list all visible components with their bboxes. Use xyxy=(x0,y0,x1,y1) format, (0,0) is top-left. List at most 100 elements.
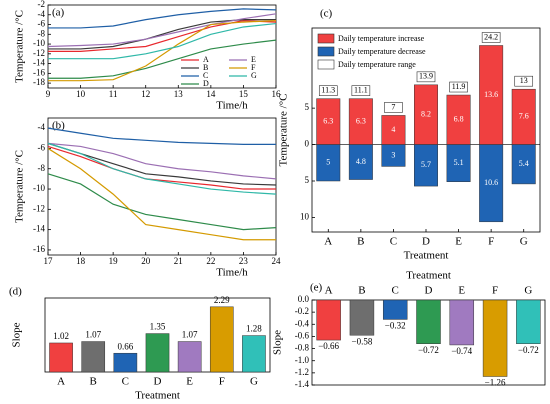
bar-value-label: 4.8 xyxy=(356,157,366,166)
x-tick-label: 24 xyxy=(272,256,282,266)
bar-value-label: 4 xyxy=(391,125,395,134)
legend-label: Daily temperature range xyxy=(338,60,416,69)
plot-frame xyxy=(47,117,277,256)
bar-segment xyxy=(511,144,536,185)
x-tick-label: C xyxy=(392,285,399,297)
legend-label: F xyxy=(251,63,256,72)
range-label: 11.9 xyxy=(452,82,466,91)
range-box xyxy=(514,75,534,87)
bar-value-label: −0.72 xyxy=(418,345,439,355)
x-tick-label: 10 xyxy=(76,89,86,99)
series-line xyxy=(47,127,276,145)
x-tick-label: G xyxy=(524,285,532,297)
legend-label: Daily temperature increase xyxy=(338,34,425,43)
y-tick-label: -14 xyxy=(33,224,45,234)
x-tick-label: C xyxy=(122,376,129,388)
y-axis-title: Temperature /°C xyxy=(14,10,26,83)
bar-value-label: 0.66 xyxy=(117,341,133,351)
x-tick-label: 21 xyxy=(174,256,183,266)
y-tick-label: -8 xyxy=(38,28,46,38)
bar xyxy=(316,299,341,341)
x-tick-label: 23 xyxy=(239,256,249,266)
bar-value-label: 5.4 xyxy=(519,159,529,168)
x-tick-label: B xyxy=(357,236,364,248)
legend-label: C xyxy=(203,71,208,80)
bar xyxy=(177,341,202,373)
series-line xyxy=(48,39,277,79)
series-line xyxy=(47,147,276,241)
y-tick-label: 0 xyxy=(305,139,310,149)
bar-value-label: −0.74 xyxy=(451,346,472,356)
bar-value-label: −0.58 xyxy=(352,336,373,346)
x-tick-label: A xyxy=(325,285,333,297)
series-line xyxy=(47,145,276,190)
series-line xyxy=(47,173,277,231)
bar-value-label: −0.32 xyxy=(385,320,406,330)
y-tick-label: -1.4 xyxy=(295,379,310,389)
range-label: 13.9 xyxy=(419,72,433,81)
x-tick-label: D xyxy=(422,236,430,248)
legend-swatch xyxy=(317,33,335,44)
bar-segment xyxy=(414,144,438,187)
range-box xyxy=(449,81,468,93)
y-tick-label: -1.2 xyxy=(295,367,309,377)
y-tick-label: -12 xyxy=(33,203,45,213)
bar-value-label: 6.3 xyxy=(323,116,333,125)
x-tick-label: F xyxy=(488,236,494,248)
bar xyxy=(482,299,508,377)
x-tick-label: B xyxy=(358,285,365,297)
series-line xyxy=(47,142,277,186)
x-tick-label: A xyxy=(57,376,65,388)
range-label: 11.3 xyxy=(321,85,335,94)
x-axis-title: Treatment xyxy=(404,250,449,262)
bar-value-label: 3 xyxy=(391,150,395,159)
legend-label: G xyxy=(251,71,257,80)
panel-label: (d) xyxy=(9,286,22,298)
x-tick-label: 16 xyxy=(272,89,282,99)
series-line xyxy=(48,8,277,29)
x-tick-label: G xyxy=(250,376,258,388)
x-tick-label: E xyxy=(458,285,465,297)
x-tick-label: 9 xyxy=(46,89,51,99)
x-tick-label: D xyxy=(154,376,162,388)
x-axis-title: Treatment xyxy=(406,270,451,282)
range-label: 11.1 xyxy=(354,85,368,94)
bar-value-label: 1.07 xyxy=(85,330,101,340)
y-tick-label: -10 xyxy=(33,183,45,193)
range-box xyxy=(481,32,501,43)
x-tick-label: A xyxy=(324,236,332,248)
bar xyxy=(382,299,408,320)
range-label: 13 xyxy=(520,76,528,85)
x-tick-label: C xyxy=(390,236,397,248)
bar xyxy=(145,333,170,373)
x-tick-label: D xyxy=(425,285,433,297)
bar xyxy=(449,299,475,346)
y-tick-label: -16 xyxy=(33,67,45,77)
range-label: 24.2 xyxy=(484,32,498,41)
bar-value-label: 1.07 xyxy=(182,330,198,340)
bar xyxy=(81,341,106,373)
y-tick-label: -10 xyxy=(33,38,45,48)
bar-value-label: 13.6 xyxy=(484,90,498,99)
bar-value-label: 1.28 xyxy=(246,324,262,334)
series-line xyxy=(48,20,277,52)
x-tick-label: 13 xyxy=(174,89,184,99)
x-tick-label: 22 xyxy=(206,256,215,266)
x-tick-label: G xyxy=(520,236,528,248)
bar xyxy=(242,335,266,373)
x-axis-title: Time/h xyxy=(216,267,248,279)
series-line xyxy=(48,20,277,82)
x-tick-label: 11 xyxy=(109,89,118,99)
x-axis-title: Treatment xyxy=(135,390,180,402)
range-box xyxy=(318,85,338,96)
y-tick-label: -4 xyxy=(38,9,46,19)
bar-value-label: 6.8 xyxy=(454,115,464,124)
y-tick-label: -16 xyxy=(33,244,45,254)
legend-label: A xyxy=(203,55,209,64)
x-tick-label: 15 xyxy=(239,89,249,99)
bar xyxy=(49,342,73,373)
bar xyxy=(416,299,441,344)
bar-value-label: 5 xyxy=(326,158,330,167)
bar-value-label: 1.35 xyxy=(150,322,166,332)
y-tick-label: 10 xyxy=(300,211,310,221)
